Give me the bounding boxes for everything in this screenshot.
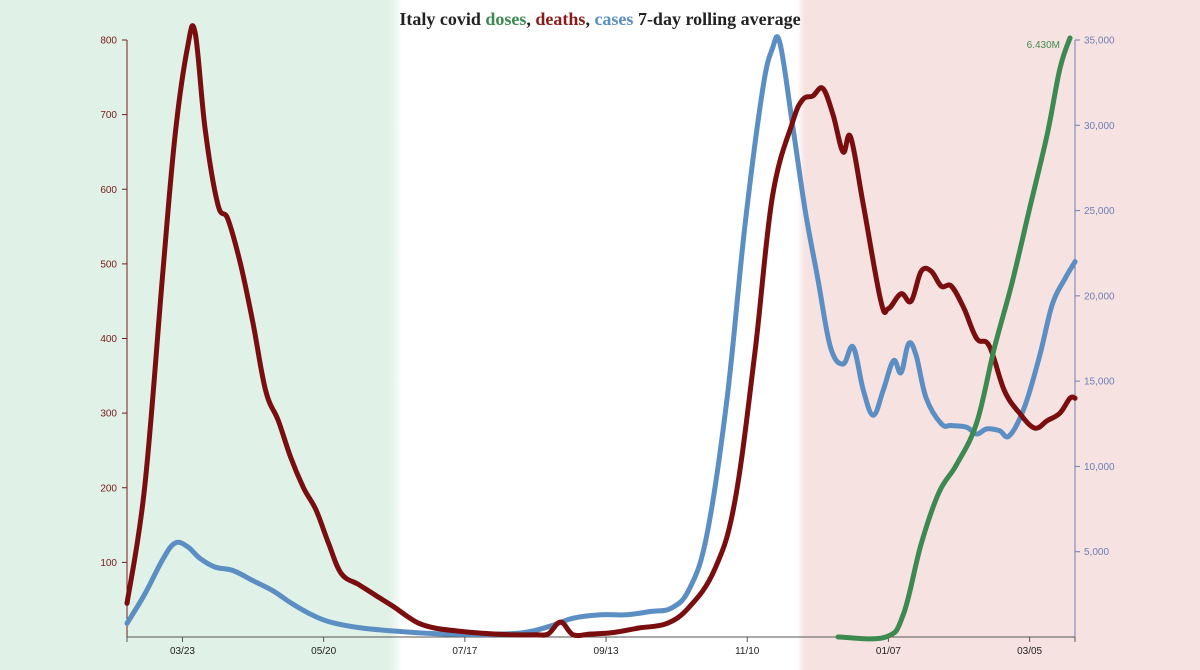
left-axis-tick-label: 300: [100, 409, 117, 420]
left-axis-tick-label: 200: [100, 483, 117, 494]
doses-series-end-point: [1067, 35, 1073, 41]
cases-series-line: [124, 34, 1078, 637]
axes: 100 200 300 400 500 600 700 800 5,000 10,000 15,00…: [100, 36, 1115, 658]
x-axis-tick-label: 01/07: [876, 646, 901, 657]
title-sep1: ,: [526, 9, 535, 29]
right-axis-tick-label: 5,000: [1084, 547, 1109, 558]
title-sep2: ,: [585, 9, 594, 29]
left-axis-tick-label: 500: [100, 259, 117, 270]
cases-series-end-point: [1072, 259, 1078, 265]
chart-title: Italy covid doses, deaths, cases 7-day r…: [399, 9, 800, 29]
x-axis-tick-label: 03/05: [1017, 646, 1042, 657]
left-axis-tick-label: 600: [100, 185, 117, 196]
deaths-series-line: [124, 23, 1078, 639]
doses-annotation-label: 6.430M: [1027, 40, 1060, 51]
title-prefix: Italy covid: [399, 9, 485, 29]
deaths-series-end-point: [1072, 395, 1078, 401]
right-axis-tick-label: 25,000: [1084, 206, 1115, 217]
x-axis-tick-label: 03/23: [170, 646, 195, 657]
right-axis-tick-label: 10,000: [1084, 462, 1115, 473]
right-axis-tick-label: 35,000: [1084, 36, 1115, 47]
right-axis-tick-label: 20,000: [1084, 291, 1115, 302]
left-axis-tick-label: 400: [100, 334, 117, 345]
right-axis-tick-label: 15,000: [1084, 377, 1115, 388]
left-axis-tick-label: 100: [100, 558, 117, 569]
x-axis-tick-label: 09/13: [594, 646, 619, 657]
title-doses: doses: [485, 9, 526, 29]
x-axis-tick-label: 11/10: [735, 646, 760, 657]
title-deaths: deaths: [535, 9, 585, 29]
left-axis-tick-label: 800: [100, 36, 117, 47]
x-axis-tick-label: 05/20: [311, 646, 336, 657]
right-axis-tick-label: 30,000: [1084, 121, 1115, 132]
x-axis-tick-label: 07/17: [452, 646, 477, 657]
left-axis-tick-label: 700: [100, 110, 117, 121]
title-cases: cases: [594, 9, 633, 29]
series-lines: [124, 23, 1078, 642]
doses-series-line: [835, 35, 1073, 642]
title-suffix: 7-day rolling average: [633, 9, 800, 29]
